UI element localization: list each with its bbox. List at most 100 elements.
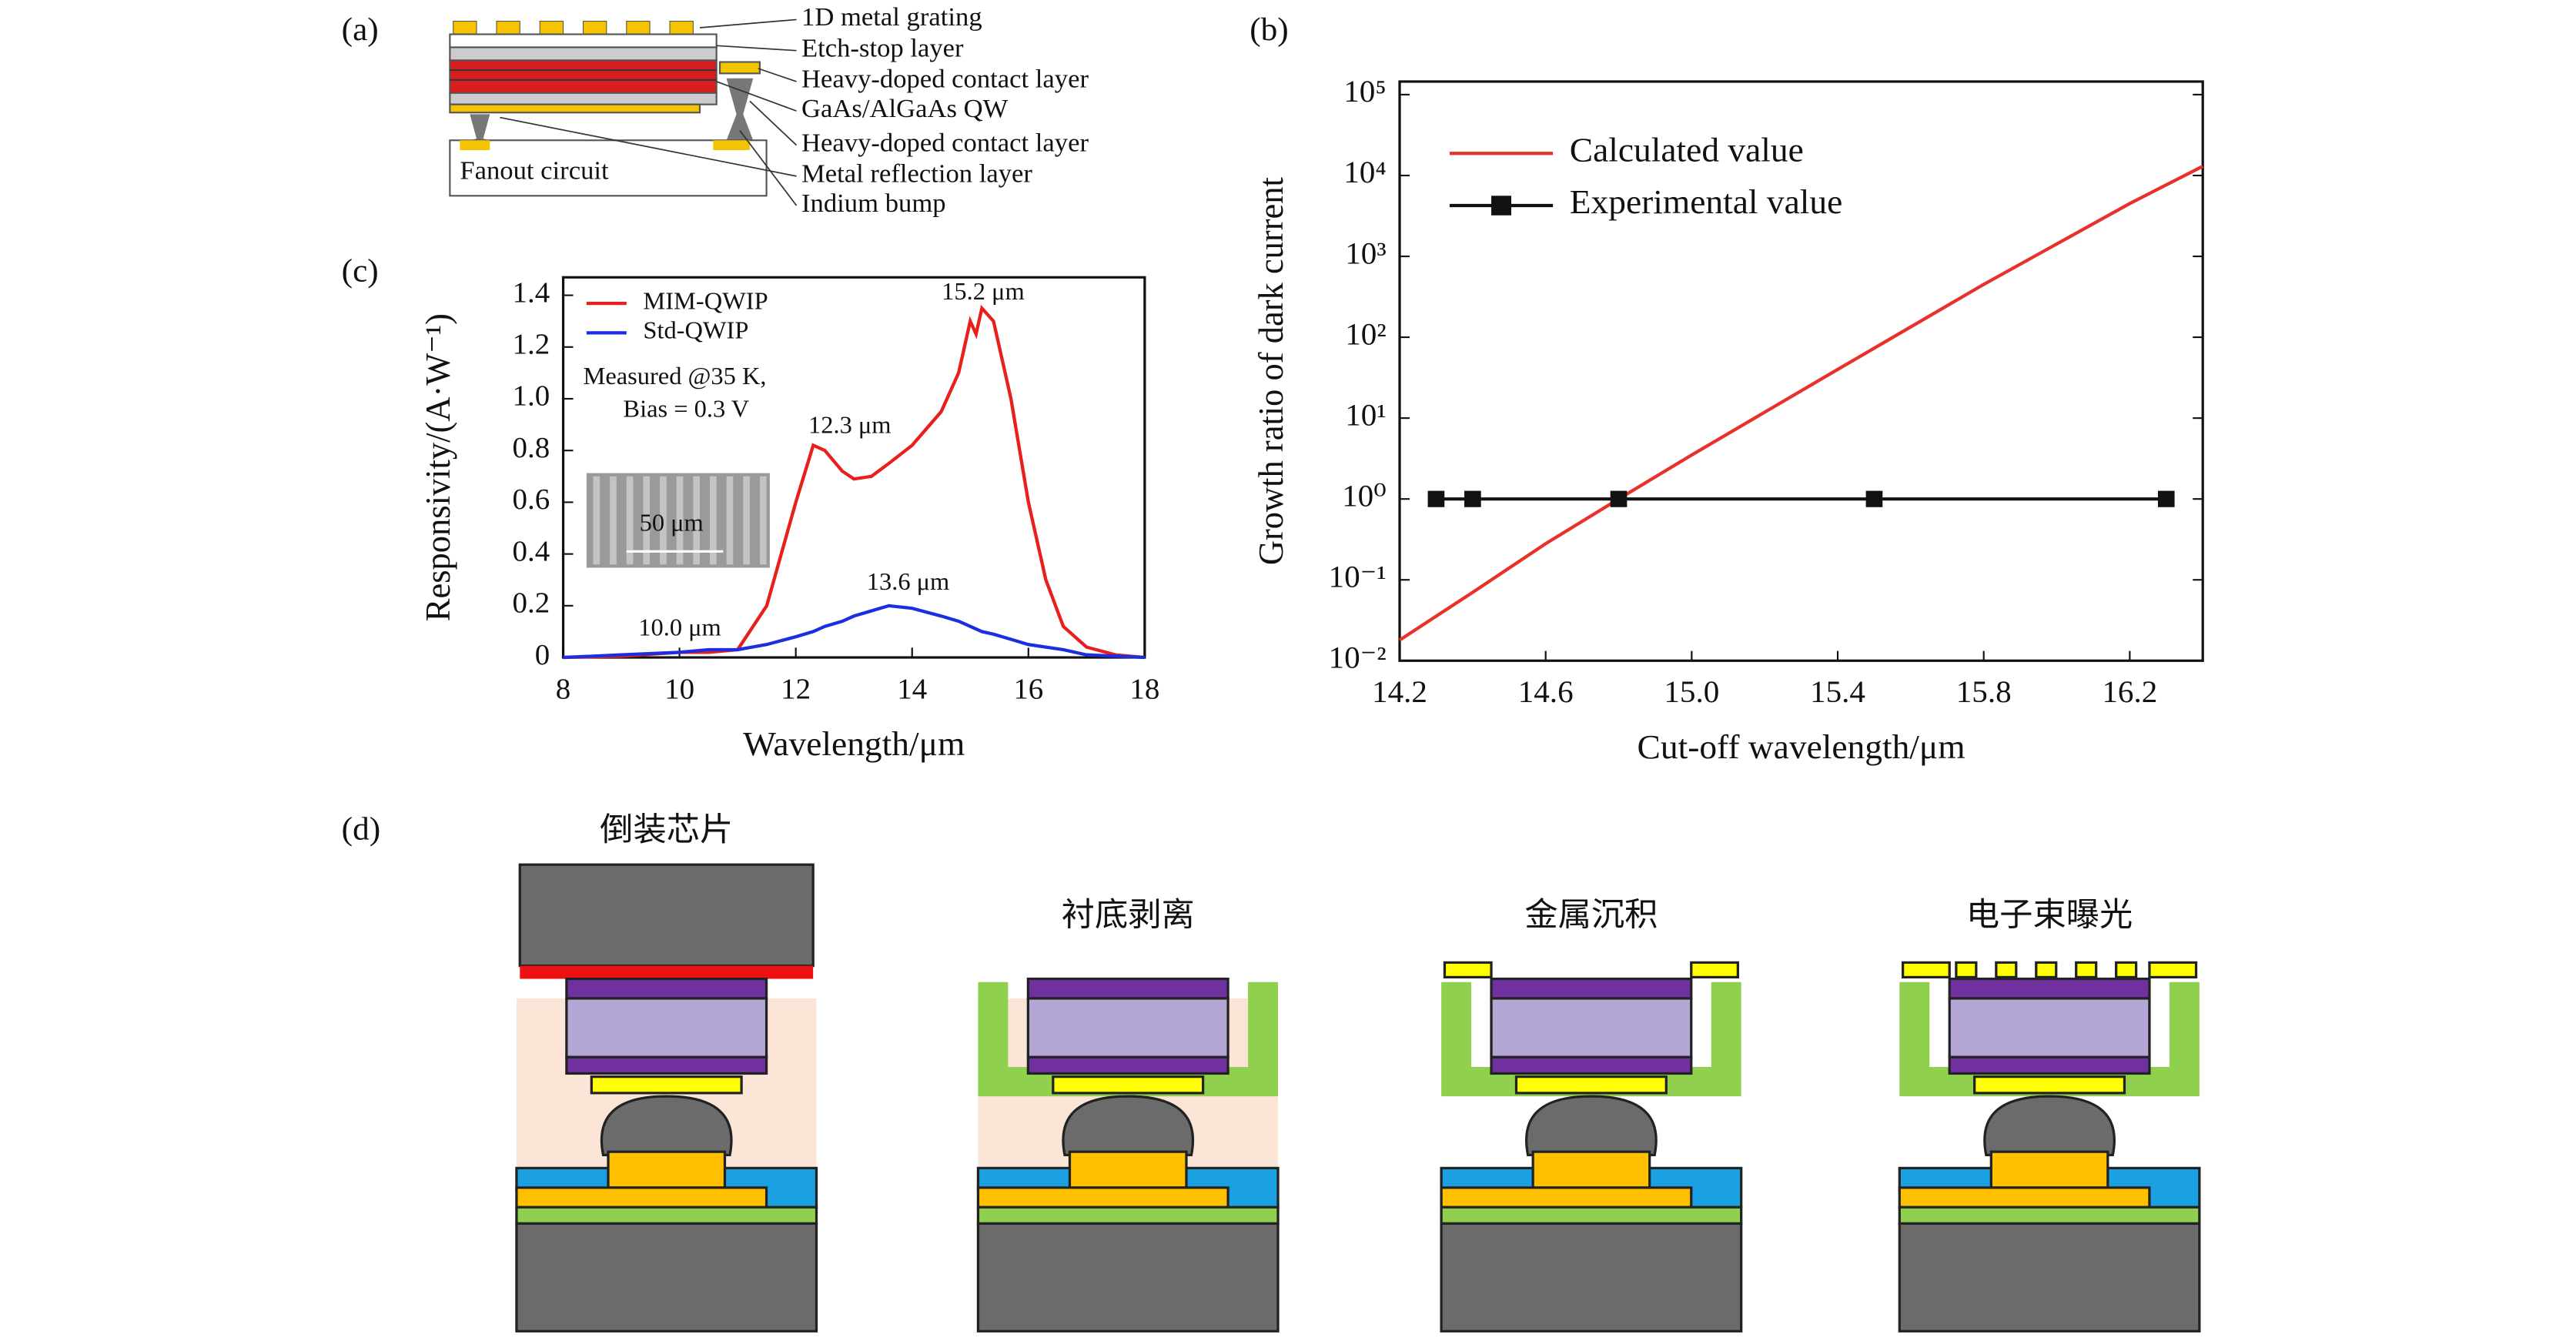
indium-bump bbox=[1525, 1095, 1658, 1156]
process-diagram bbox=[515, 863, 818, 1333]
layer-block bbox=[2035, 961, 2058, 979]
annotation: 50 μm bbox=[640, 509, 704, 537]
annotation: Bias = 0.3 V bbox=[623, 395, 749, 423]
y-axis-label: Responsivity/(A·W⁻¹) bbox=[419, 313, 458, 621]
step-title: 倒装芯片 bbox=[600, 811, 733, 849]
layer-block bbox=[1443, 961, 1493, 979]
panel-label: (a) bbox=[342, 12, 379, 48]
layer-block bbox=[1948, 997, 2151, 1058]
data-marker bbox=[1610, 490, 1628, 507]
y-tick-label: 10¹ bbox=[1345, 398, 1386, 433]
layer-label: Heavy-doped contact layer bbox=[801, 129, 1089, 158]
stripe bbox=[759, 476, 767, 565]
layer-label: Heavy-doped contact layer bbox=[801, 65, 1089, 94]
panel-label: (b) bbox=[1250, 12, 1288, 48]
substrate-label: Fanout circuit bbox=[460, 156, 609, 186]
stripe bbox=[593, 476, 601, 565]
step-title: 衬底剥离 bbox=[1062, 896, 1195, 934]
x-tick-label: 18 bbox=[1129, 674, 1159, 706]
x-tick-label: 15.0 bbox=[1664, 674, 1719, 709]
layer-block bbox=[590, 1075, 743, 1095]
plot-frame bbox=[561, 276, 1146, 659]
panel-label: (c) bbox=[342, 253, 379, 289]
layer-block bbox=[1440, 1186, 1693, 1209]
annotation: Measured @35 K, bbox=[584, 362, 767, 390]
step-title: 电子束曝光 bbox=[1966, 896, 2133, 934]
stripe bbox=[676, 476, 684, 565]
structure-drawing bbox=[449, 18, 798, 206]
y-tick-label: 1.2 bbox=[513, 329, 550, 361]
layer-block bbox=[607, 1150, 727, 1189]
layer-block bbox=[1898, 1186, 2151, 1209]
layer-block bbox=[1898, 1222, 2201, 1333]
indium-bump bbox=[600, 1095, 733, 1156]
x-tick-label: 15.4 bbox=[1810, 674, 1865, 709]
layer-block bbox=[1026, 1055, 1229, 1075]
step-title: 金属沉积 bbox=[1524, 896, 1658, 934]
layer-block bbox=[2148, 961, 2198, 979]
annotation: 13.6 μm bbox=[867, 567, 950, 595]
x-axis-label: Cut-off wavelength/μm bbox=[1638, 727, 1965, 765]
data-marker bbox=[2157, 490, 2175, 507]
stripe bbox=[726, 476, 734, 565]
inset-stripes bbox=[593, 476, 767, 565]
layer-block bbox=[1490, 1055, 1693, 1075]
layer-block bbox=[1052, 1075, 1205, 1095]
stripe bbox=[743, 476, 750, 565]
layer-block bbox=[1973, 1075, 2126, 1095]
y-tick-label: 10⁵ bbox=[1343, 75, 1386, 109]
y-tick-label: 10² bbox=[1345, 317, 1386, 352]
layer-label: Metal reflection layer bbox=[801, 159, 1033, 189]
layer-block bbox=[1026, 977, 1229, 1000]
layer-block bbox=[976, 1206, 1280, 1226]
stripe bbox=[660, 476, 667, 565]
process-diagram bbox=[1440, 961, 1743, 1333]
x-tick-label: 16 bbox=[1013, 674, 1043, 706]
legend-label: MIM-QWIP bbox=[643, 287, 768, 315]
y-tick-label: 0.4 bbox=[513, 536, 550, 568]
legend-label: Experimental value bbox=[1570, 183, 1843, 221]
indium-bump bbox=[1983, 1095, 2116, 1156]
x-tick-label: 15.8 bbox=[1956, 674, 2012, 709]
panel-label: (d) bbox=[342, 811, 380, 848]
x-tick-label: 12 bbox=[781, 674, 811, 706]
layer-block bbox=[1440, 1206, 1743, 1226]
layer-block bbox=[1948, 1055, 2151, 1075]
layer-block bbox=[518, 863, 815, 968]
y-tick-label: 0.8 bbox=[513, 432, 550, 464]
layer-block bbox=[2115, 961, 2138, 979]
y-tick-label: 10³ bbox=[1345, 236, 1386, 271]
layer-block bbox=[1068, 1150, 1188, 1189]
layer-block bbox=[1490, 977, 1693, 1000]
data-marker bbox=[1865, 490, 1883, 507]
annotation: 12.3 μm bbox=[808, 411, 892, 439]
annotation: 10.0 μm bbox=[638, 614, 721, 641]
layer-block bbox=[565, 1055, 768, 1075]
layer-block bbox=[1440, 1222, 1743, 1333]
y-tick-label: 10⁰ bbox=[1342, 479, 1387, 513]
series-line bbox=[563, 304, 1146, 660]
legend-marker bbox=[1491, 196, 1512, 216]
y-tick-label: 0.2 bbox=[513, 587, 550, 620]
process-diagram bbox=[1898, 961, 2201, 1333]
layer-block bbox=[565, 977, 768, 1000]
x-tick-label: 14 bbox=[897, 674, 927, 706]
layer-block bbox=[1898, 1206, 2201, 1226]
layer-label: 1D metal grating bbox=[801, 3, 982, 32]
layer-block bbox=[1490, 997, 1693, 1058]
layer-block bbox=[1531, 1150, 1651, 1189]
stripe bbox=[693, 476, 701, 565]
y-tick-label: 0.6 bbox=[513, 484, 550, 517]
stripe bbox=[643, 476, 651, 565]
stripe bbox=[610, 476, 617, 565]
x-tick-label: 16.2 bbox=[2102, 674, 2157, 709]
x-axis-label: Wavelength/μm bbox=[743, 724, 965, 762]
y-tick-label: 10⁻² bbox=[1329, 640, 1387, 675]
layer-block bbox=[1514, 1075, 1668, 1095]
stripe bbox=[626, 476, 634, 565]
layer-block bbox=[2075, 961, 2098, 979]
data-marker bbox=[1464, 490, 1481, 507]
y-tick-label: 1.0 bbox=[513, 380, 550, 413]
x-tick-label: 14.6 bbox=[1518, 674, 1574, 709]
